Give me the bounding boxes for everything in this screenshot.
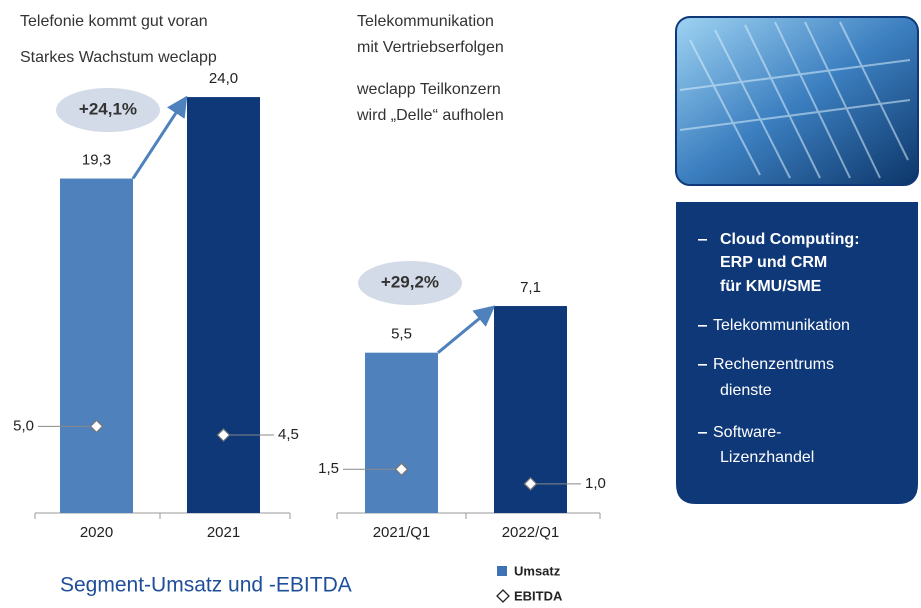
bar [187,97,260,513]
annotation: mit Vertriebserfolgen [357,39,504,56]
bullet-dash [698,364,707,366]
legend-swatch [497,566,507,576]
legend-swatch [497,590,509,602]
value-label: 1,5 [318,460,339,477]
bar [365,353,438,513]
slide: Segment-Umsatz und -EBITDA Umsatz EBITDA… [0,0,921,608]
value-label: 19,3 [82,151,111,168]
sidebar-item: für KMU/SME [720,278,822,295]
annotation: Telekommunikation [357,13,494,30]
x-tick-label: 2021/Q1 [373,524,431,541]
annotation: Starkes Wachstum weclapp [20,49,217,66]
footer-title: Segment-Umsatz und -EBITDA [60,574,352,597]
sidebar-item: Lizenzhandel [720,449,814,466]
growth-label: +24,1% [79,99,137,118]
annotation: wird „Delle“ aufholen [356,107,504,124]
x-tick-label: 2020 [80,524,113,541]
value-label: 7,1 [520,279,541,296]
sidebar-item: Rechenzentrums [713,356,834,373]
sidebar-item: Cloud Computing: [720,231,860,248]
sidebar-item: ERP und CRM [720,254,827,271]
growth-arrow [438,308,492,353]
sidebar-item: Software- [713,424,781,441]
legend-entry: EBITDA [514,588,563,603]
growth-label: +29,2% [381,272,439,291]
sidebar-item: Telekommunikation [713,317,850,334]
legend-entry: Umsatz [514,563,561,578]
server-image [676,17,918,185]
annotation: Telefonie kommt gut voran [20,13,208,30]
value-label: 5,5 [391,326,412,343]
annotation: weclapp Teilkonzern [356,81,501,98]
x-tick-label: 2022/Q1 [502,524,560,541]
bullet-dash [698,239,707,241]
bullet-dash [698,325,707,327]
sidebar-item: dienste [720,382,772,399]
value-label: 24,0 [209,70,238,87]
x-tick-label: 2021 [207,524,240,541]
value-label: 5,0 [13,417,34,434]
value-label: 4,5 [278,426,299,443]
bar [60,179,133,513]
value-label: 1,0 [585,475,606,492]
bullet-dash [698,432,707,434]
